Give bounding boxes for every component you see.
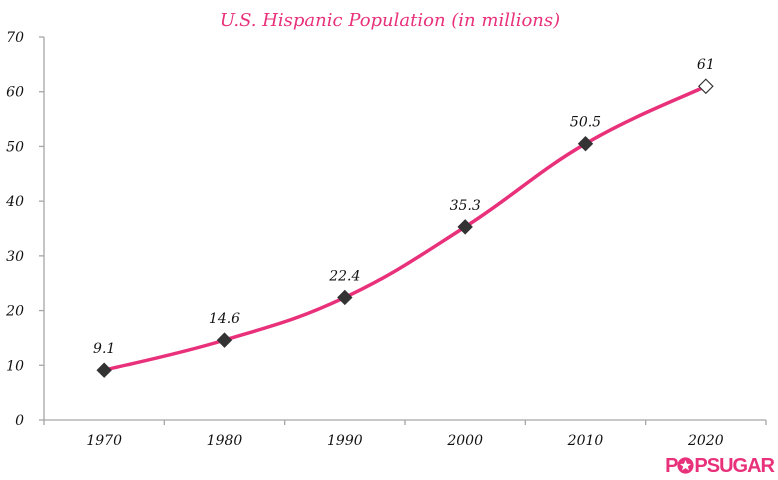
data-point-projected bbox=[697, 78, 714, 95]
y-tick-label: 30 bbox=[6, 249, 24, 265]
data-point bbox=[457, 219, 473, 235]
y-tick-label: 10 bbox=[6, 358, 24, 374]
data-label: 61 bbox=[697, 57, 715, 73]
popsugar-logo: P PSUGAR bbox=[665, 455, 775, 477]
series-group bbox=[96, 78, 714, 378]
data-point bbox=[337, 289, 353, 306]
x-tick-label: 2020 bbox=[687, 433, 724, 449]
y-tick-label: 60 bbox=[6, 85, 24, 101]
x-tick-label: 2010 bbox=[567, 433, 604, 449]
data-label: 35.3 bbox=[450, 198, 481, 214]
y-axis: 0 10 20 30 40 50 60 70 bbox=[5, 30, 45, 429]
y-tick-label: 0 bbox=[15, 413, 24, 429]
x-axis: 1970 1980 1990 2000 2010 2020 bbox=[43, 419, 767, 449]
data-labels: 9.1 14.6 22.4 35.3 50.5 61 bbox=[93, 57, 715, 357]
y-tick-label: 20 bbox=[5, 304, 24, 320]
x-tick-label: 2000 bbox=[446, 433, 483, 449]
data-label: 14.6 bbox=[209, 311, 240, 327]
logo-text-post: PSUGAR bbox=[694, 455, 775, 477]
y-tick-label: 40 bbox=[5, 194, 24, 210]
data-point bbox=[577, 135, 594, 152]
x-tick-label: 1970 bbox=[86, 433, 122, 449]
x-tick-label: 1980 bbox=[207, 433, 243, 449]
y-tick-label: 70 bbox=[6, 30, 24, 46]
data-point bbox=[96, 362, 112, 378]
y-tick-label: 50 bbox=[6, 139, 24, 155]
data-label: 9.1 bbox=[93, 341, 115, 357]
series-line bbox=[102, 84, 708, 372]
data-label: 22.4 bbox=[328, 268, 360, 284]
data-label: 50.5 bbox=[570, 115, 601, 131]
chart-title: U.S. Hispanic Population (in millions) bbox=[220, 10, 560, 31]
logo-text-pre: P bbox=[665, 455, 678, 477]
star-o-icon bbox=[677, 457, 694, 474]
x-tick-label: 1990 bbox=[327, 433, 363, 449]
data-point bbox=[216, 332, 233, 348]
